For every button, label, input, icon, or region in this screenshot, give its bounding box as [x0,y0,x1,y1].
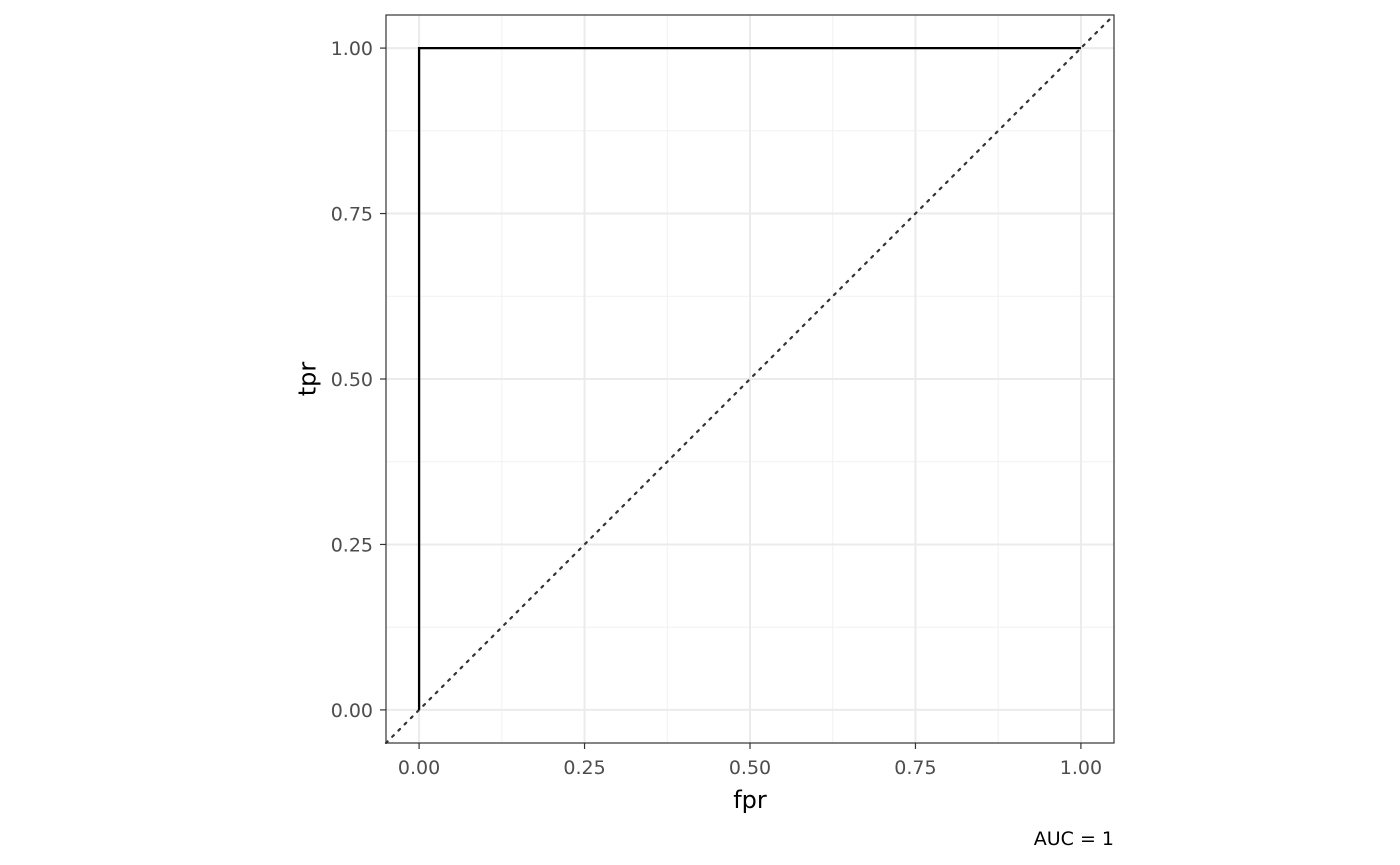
y-tick-label: 0.25 [331,534,373,556]
x-tick-label: 1.00 [1060,757,1102,779]
x-axis-title: fpr [733,786,767,814]
y-axis-title: tpr [293,362,321,397]
y-tick-label: 0.00 [331,700,373,722]
auc-caption: AUC = 1 [1034,828,1114,850]
x-tick-label: 0.50 [729,757,771,779]
x-tick-label: 0.75 [894,757,936,779]
y-tick-label: 1.00 [331,38,373,60]
x-tick-label: 0.00 [398,757,440,779]
y-tick-label: 0.75 [331,204,373,226]
y-tick-label: 0.50 [331,369,373,391]
x-tick-label: 0.25 [563,757,605,779]
